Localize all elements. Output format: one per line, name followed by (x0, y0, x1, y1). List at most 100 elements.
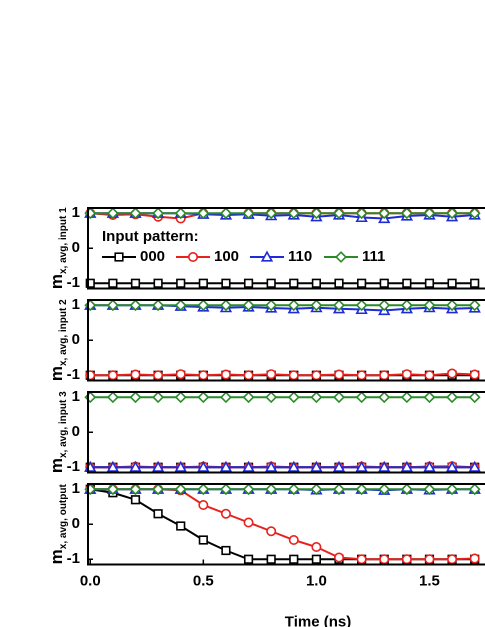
marker (108, 278, 118, 288)
y-tick-label: 0 (72, 331, 80, 348)
marker (310, 299, 323, 312)
marker (220, 299, 232, 312)
marker (243, 554, 254, 564)
marker (153, 370, 164, 381)
y-label-main: m (47, 458, 66, 473)
marker (106, 299, 119, 312)
marker (106, 460, 120, 472)
marker (198, 278, 208, 288)
marker (423, 460, 436, 472)
marker (402, 278, 412, 288)
marker (197, 207, 210, 220)
marker (151, 460, 165, 472)
y-label-main: m (47, 366, 66, 381)
marker (334, 369, 345, 380)
y-axis-label: mx, avg, input 3 (47, 391, 68, 473)
marker (289, 554, 299, 564)
marker (266, 278, 276, 288)
marker (106, 391, 119, 404)
marker (242, 460, 255, 472)
marker (130, 278, 141, 288)
marker (198, 535, 208, 545)
marker (221, 545, 231, 556)
marker (447, 554, 458, 565)
marker (129, 391, 142, 404)
marker (423, 391, 436, 404)
marker (197, 391, 210, 404)
marker (242, 207, 255, 220)
y-tick-label: -1 (67, 550, 80, 567)
marker (447, 278, 457, 288)
marker (400, 299, 413, 312)
marker (197, 460, 210, 472)
marker (265, 391, 278, 404)
marker (446, 483, 459, 496)
marker (198, 370, 209, 381)
marker (423, 207, 436, 220)
y-tick-label: -1 (67, 274, 80, 291)
series-line (90, 488, 475, 561)
marker (332, 460, 346, 472)
marker (152, 483, 165, 496)
marker (423, 483, 436, 496)
marker (220, 207, 232, 220)
marker (424, 278, 435, 288)
marker (378, 460, 391, 472)
marker (379, 278, 389, 288)
marker (310, 207, 323, 220)
marker (400, 483, 413, 496)
marker (242, 299, 255, 312)
marker (468, 299, 481, 312)
marker (84, 391, 97, 404)
marker (424, 554, 435, 565)
marker (243, 278, 254, 288)
x-tick-label: 0.0 (80, 572, 101, 589)
marker (221, 278, 231, 288)
marker (355, 207, 368, 220)
plot-frame (87, 207, 485, 290)
marker (266, 526, 277, 537)
y-label-sub: x, avg, input 1 (58, 207, 69, 274)
marker (220, 369, 231, 380)
marker (153, 278, 163, 288)
marker (470, 278, 480, 288)
plot-frame (87, 391, 485, 474)
marker (289, 278, 299, 288)
marker (310, 483, 323, 496)
marker (129, 207, 142, 220)
marker (356, 370, 367, 381)
y-label-sub: x, avg, output (58, 484, 69, 550)
marker (176, 278, 186, 288)
plot-frame (87, 299, 485, 382)
marker (243, 517, 254, 528)
legend-label: 110 (288, 248, 312, 265)
marker (447, 368, 458, 379)
marker (130, 495, 141, 505)
marker (311, 278, 321, 288)
marker (220, 508, 231, 519)
marker (401, 554, 412, 565)
marker (401, 369, 412, 380)
marker (153, 509, 163, 519)
marker (287, 299, 300, 312)
marker (220, 483, 232, 496)
plot-frame (87, 483, 485, 566)
marker (424, 370, 435, 381)
marker (107, 370, 118, 381)
marker (174, 299, 187, 312)
y-label-sub: x, avg, input 3 (58, 391, 69, 458)
marker (287, 207, 300, 220)
marker (287, 460, 300, 472)
marker (334, 278, 344, 288)
marker (445, 460, 459, 472)
marker (242, 483, 255, 496)
marker (310, 460, 323, 472)
x-tick-label: 0.5 (193, 572, 214, 589)
marker (130, 369, 141, 380)
marker (129, 299, 142, 312)
marker (265, 460, 278, 472)
legend-marker (335, 251, 347, 263)
marker (311, 554, 321, 564)
y-label-main: m (47, 549, 66, 564)
marker (468, 207, 481, 220)
